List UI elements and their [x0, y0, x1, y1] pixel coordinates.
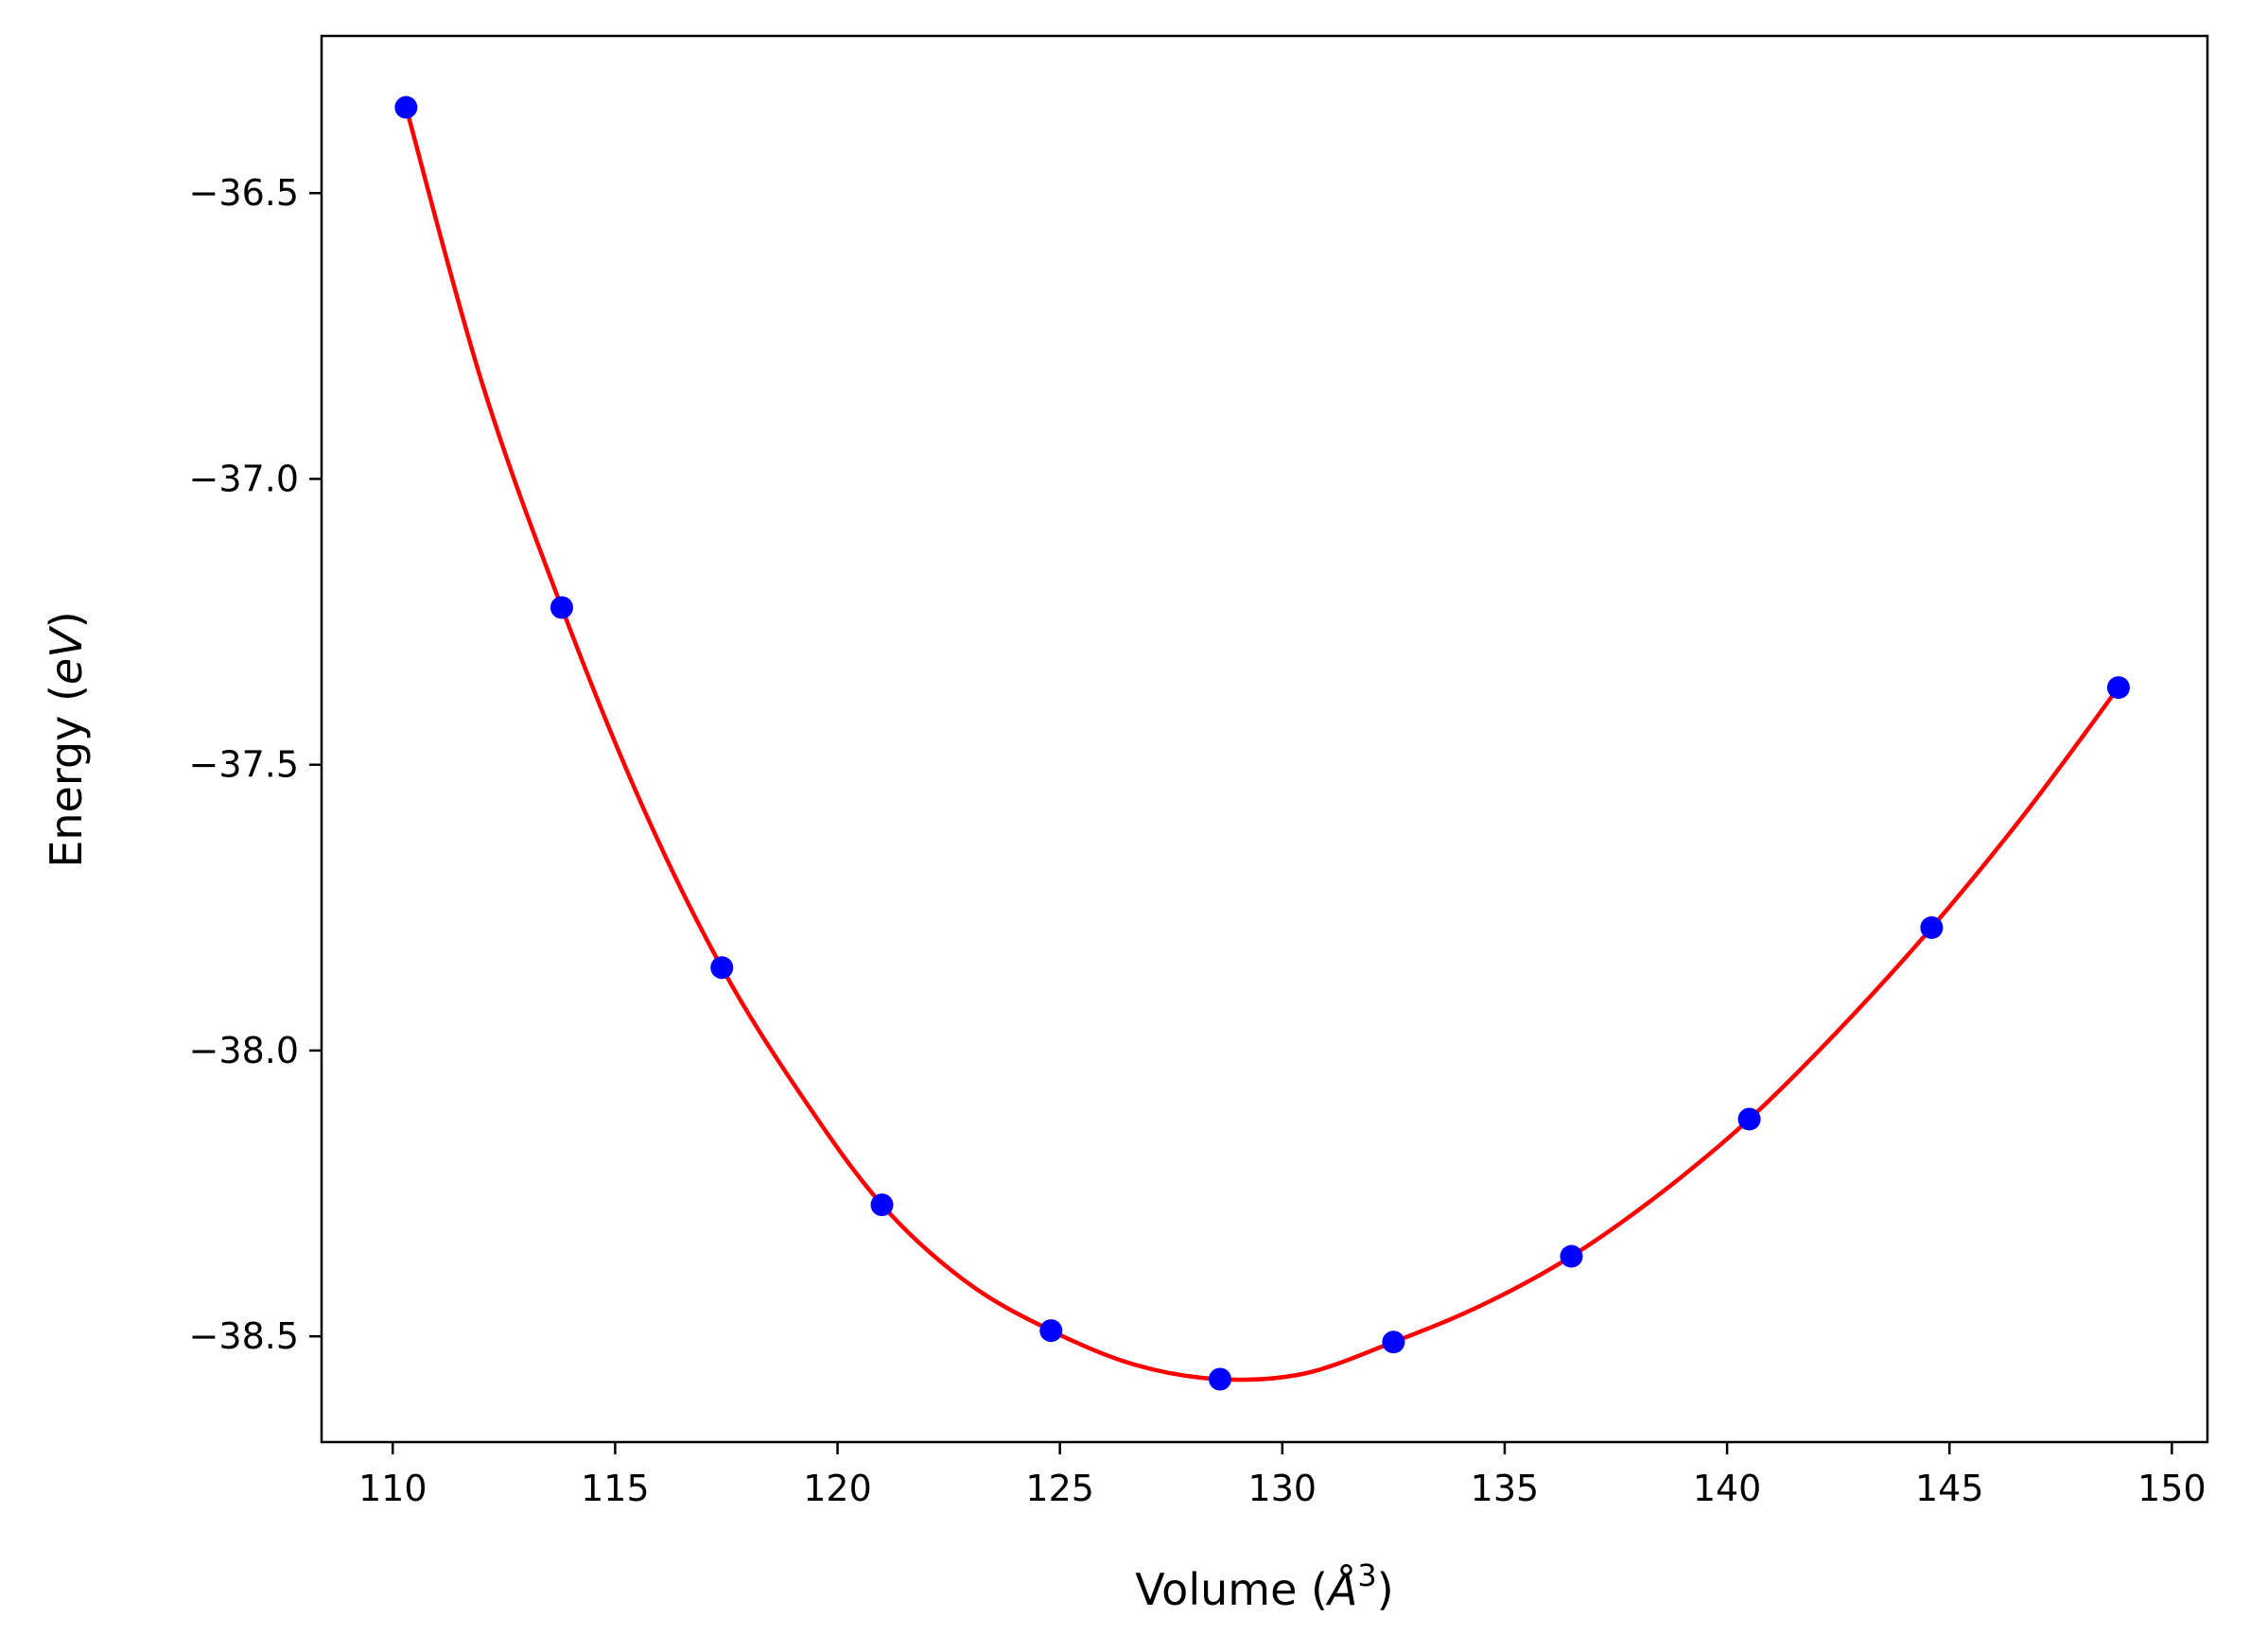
data-point	[394, 96, 418, 119]
axes-frame	[320, 34, 2209, 1444]
data-point	[1208, 1367, 1231, 1391]
x-tick-label: 150	[2137, 1468, 2206, 1509]
y-axis-title-unit: eV	[41, 625, 92, 685]
x-axis-ticks: 110 115 120 125 130 135 140 145 150	[358, 1442, 2206, 1509]
x-axis-title-unit: Å	[1325, 1564, 1357, 1615]
data-point	[710, 956, 734, 980]
y-tick-label: −37.5	[189, 744, 299, 786]
x-tick-label: 135	[1471, 1468, 1540, 1509]
x-tick-label: 120	[803, 1468, 872, 1509]
x-axis-title-exponent: 3	[1357, 1557, 1376, 1593]
x-axis-title-main: Volume (	[1135, 1564, 1328, 1615]
data-point	[2106, 676, 2130, 700]
data-point	[1920, 915, 1944, 939]
y-axis-title: Energy (eV)	[41, 611, 92, 867]
x-tick-label: 115	[581, 1468, 650, 1509]
x-tick-label: 145	[1915, 1468, 1984, 1509]
plot-area	[394, 96, 2130, 1391]
x-tick-label: 130	[1248, 1468, 1317, 1509]
y-tick-label: −38.5	[189, 1315, 299, 1357]
x-tick-label: 140	[1693, 1468, 1762, 1509]
fit-curve-line	[404, 107, 2120, 1382]
data-point	[549, 596, 573, 619]
data-point	[1737, 1107, 1761, 1131]
y-axis-title-close: )	[41, 611, 92, 628]
x-tick-label: 110	[358, 1468, 427, 1509]
data-point	[1382, 1330, 1405, 1354]
y-tick-label: −36.5	[189, 172, 299, 214]
data-point	[870, 1193, 894, 1217]
x-tick-label: 125	[1025, 1468, 1094, 1509]
x-axis-title: Volume (Å3)	[1135, 1557, 1393, 1615]
x-axis-title-close: )	[1377, 1564, 1394, 1615]
data-point	[1039, 1319, 1063, 1343]
y-axis-ticks: −36.5 −37.0 −37.5 −38.0 −38.5	[189, 172, 322, 1357]
y-tick-label: −38.0	[189, 1030, 299, 1071]
y-axis-title-main: Energy (	[41, 685, 92, 868]
data-point	[1560, 1244, 1583, 1268]
y-tick-label: −37.0	[189, 458, 299, 499]
